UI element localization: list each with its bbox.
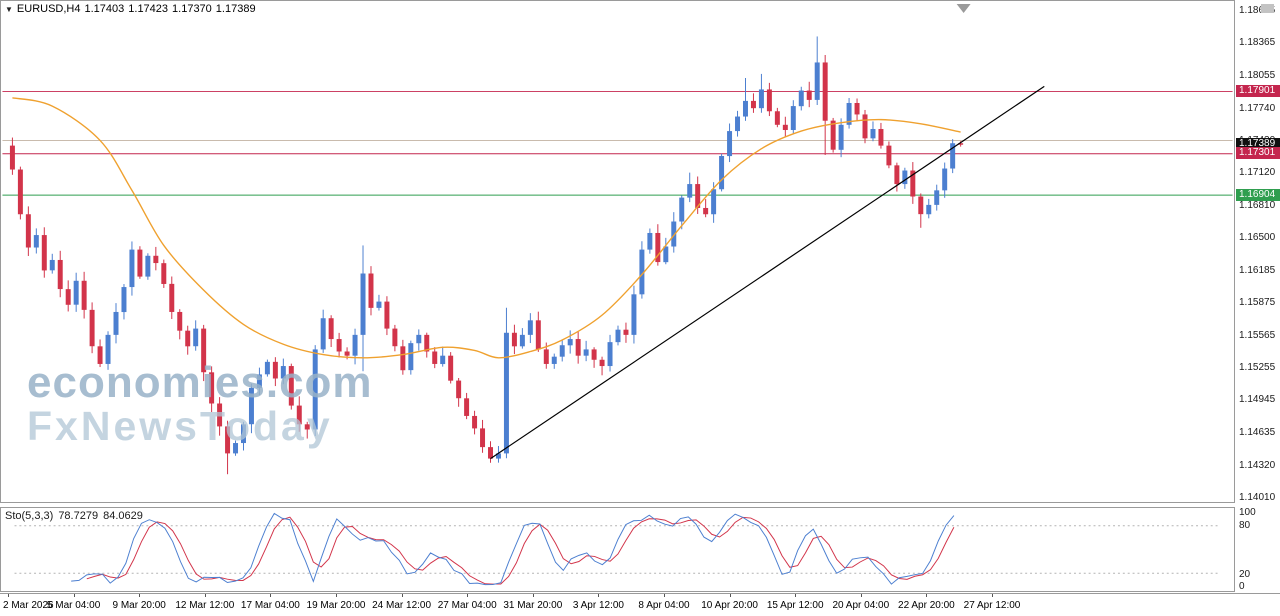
stochastic-axis-label: 100: [1239, 507, 1256, 518]
price-axis-label: 1.16185: [1239, 264, 1276, 276]
time-axis-tick: [270, 594, 272, 597]
chart-ohlc-header: ▼ EURUSD,H4 1.17403 1.17423 1.17370 1.17389: [5, 3, 260, 15]
stochastic-canvas: [14, 512, 1221, 586]
time-axis-tick: [729, 594, 731, 597]
main-price-chart[interactable]: ▼ EURUSD,H4 1.17403 1.17423 1.17370 1.17389 e…: [0, 0, 1235, 503]
time-axis-tick: [139, 594, 141, 597]
price-axis-label: 1.17120: [1239, 167, 1276, 179]
close-value: 1.17389: [215, 3, 256, 15]
high-value: 1.17423: [128, 3, 169, 15]
price-axis-label: 1.15255: [1239, 362, 1276, 373]
time-axis-label: 9 Mar 20:00: [112, 600, 166, 611]
price-axis-label: 1.18055: [1239, 69, 1276, 81]
time-axis-label: 3 Apr 12:00: [572, 600, 624, 611]
time-axis-label: 19 Mar 20:00: [306, 600, 366, 611]
time-axis[interactable]: 2 Mar 2026 5 Mar 04:00 9 Mar 20:00 12 Mar 1…: [0, 593, 1280, 616]
time-axis-label: 31 Mar 20:00: [503, 600, 563, 611]
time-axis-tick: [532, 594, 534, 597]
price-badge: 1.17301: [1236, 147, 1280, 160]
time-axis-label: 15 Apr 12:00: [766, 600, 824, 611]
trendline[interactable]: [490, 85, 1045, 460]
time-axis-label: 20 Apr 04:00: [832, 600, 890, 611]
time-axis-tick: [8, 594, 9, 597]
time-axis-tick: [467, 594, 469, 597]
price-axis-label: 1.14945: [1239, 394, 1276, 406]
time-axis-tick: [336, 594, 337, 597]
price-axis-label: 1.17740: [1239, 102, 1276, 114]
symbol-period-label: EURUSD,H4: [16, 3, 81, 15]
price-axis-label: 1.14320: [1239, 459, 1276, 471]
time-axis-label: 12 Mar 12:00: [175, 600, 235, 611]
time-axis-tick: [73, 594, 75, 597]
time-axis-tick: [401, 594, 403, 597]
stochastic-axis-label: 80: [1239, 520, 1251, 532]
price-axis-label: 1.14010: [1239, 492, 1276, 503]
time-axis-tick: [795, 594, 797, 597]
candlestick-chart-canvas[interactable]: [1, 1, 1234, 502]
time-axis-label: 10 Apr 20:00: [701, 600, 758, 611]
stochastic-signal-line: [86, 516, 955, 585]
stochastic-axis-label: 20: [1239, 568, 1251, 580]
axis-corner-button[interactable]: [1261, 4, 1274, 13]
time-axis-label: 24 Mar 12:00: [372, 600, 432, 611]
stochastic-main-line: [71, 512, 955, 586]
time-axis-label: 17 Mar 04:00: [240, 600, 300, 611]
time-axis-label: 27 Mar 04:00: [437, 600, 497, 611]
open-value: 1.17403: [84, 3, 125, 15]
moving-average-line[interactable]: [12, 97, 961, 359]
indicator-label: Sto(5,3,3) 78.7279 84.0629: [5, 510, 148, 522]
price-badge: 1.16904: [1236, 188, 1280, 201]
candles-layer[interactable]: [9, 36, 964, 475]
time-axis-tick: [860, 594, 862, 597]
price-axis-label: 1.16500: [1239, 232, 1276, 244]
price-axis[interactable]: 1.186751.183651.180551.177401.174301.171…: [1236, 0, 1280, 503]
chart-shift-marker[interactable]: [956, 3, 971, 13]
time-axis-tick: [992, 594, 993, 597]
time-axis-label: 22 Apr 20:00: [898, 600, 955, 611]
price-badge: 1.17901: [1236, 84, 1280, 97]
price-axis-label: 1.18365: [1239, 37, 1276, 49]
price-badge: 1.17389: [1236, 138, 1280, 151]
price-axis-label: 1.15565: [1239, 329, 1276, 341]
indicator-value-d: 84.0629: [103, 510, 143, 522]
symbol-dropdown-icon[interactable]: ▼: [5, 5, 13, 14]
horizontal-lines-layer[interactable]: [2, 90, 1233, 196]
low-value: 1.17370: [172, 3, 212, 15]
time-axis-label: 5 Mar 04:00: [46, 600, 101, 611]
indicator-value-k: 78.7279: [58, 510, 99, 522]
time-axis-tick: [926, 594, 928, 597]
time-axis-tick: [664, 594, 665, 597]
time-axis-label: 8 Apr 04:00: [638, 600, 690, 611]
stochastic-axis-label: 0: [1239, 581, 1245, 592]
indicator-name: Sto(5,3,3): [5, 510, 54, 522]
time-axis-tick: [598, 594, 600, 597]
price-axis-label: 1.14635: [1239, 426, 1276, 438]
time-axis-label: 27 Apr 12:00: [963, 600, 1021, 611]
time-axis-label: 2 Mar 2026: [3, 600, 54, 611]
price-axis-label: 1.16810: [1239, 199, 1276, 211]
price-axis-label: 1.15875: [1239, 297, 1276, 309]
price-axis-label: 1.18675: [1239, 5, 1276, 16]
stochastic-panel[interactable]: Sto(5,3,3) 78.7279 84.0629: [0, 507, 1235, 592]
time-axis-tick: [204, 594, 206, 597]
stochastic-axis: 100 80 20 0: [1238, 507, 1280, 592]
